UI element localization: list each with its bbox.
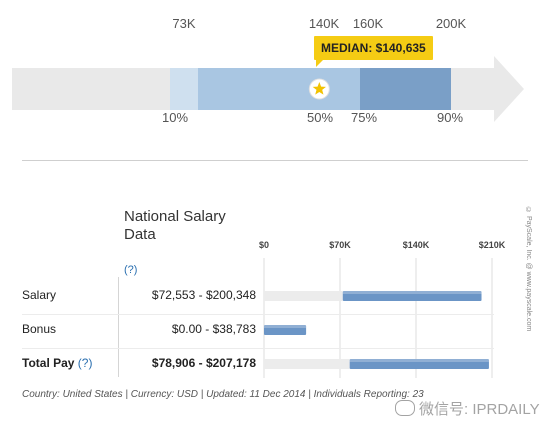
range-bar-total-pay <box>349 359 489 369</box>
row-help-link[interactable]: (?) <box>74 356 93 370</box>
range-track <box>264 359 350 369</box>
row-range-value: $72,553 - $200,348 <box>151 288 256 302</box>
wechat-icon <box>395 400 415 416</box>
row-separator <box>22 348 494 349</box>
star-icon <box>312 82 326 95</box>
top-tick-label: 73K <box>172 16 196 31</box>
column-separator <box>118 277 119 377</box>
bottom-tick-label: 90% <box>436 110 464 125</box>
row-separator <box>22 314 494 315</box>
watermark-text: 微信号: IPRDAILY <box>419 401 540 418</box>
row-range-value: $78,906 - $207,178 <box>151 356 256 370</box>
row-range-value: $0.00 - $38,783 <box>171 322 256 336</box>
row-label-text: Bonus <box>22 322 57 336</box>
band-p10-p25 <box>170 68 198 110</box>
band-p75-p90 <box>360 68 451 110</box>
axis-tick-label: $70K <box>329 240 351 250</box>
top-tick-label: 200K <box>435 16 467 31</box>
band-p25-p75 <box>198 68 360 110</box>
bottom-tick-label: 50% <box>306 110 334 125</box>
axis-tick-label: $210K <box>478 240 506 250</box>
percentile-chart <box>12 56 524 122</box>
top-tick-label: 160K <box>352 16 384 31</box>
range-bar-salary <box>342 291 482 301</box>
range-bar-highlight <box>264 325 307 328</box>
row-label-text: Salary <box>22 288 57 302</box>
top-tick-label: 140K <box>308 16 340 31</box>
percentile-scale: 73K 140K 160K 200K 10% 50% 75% 90% MEDIAN: $14… <box>0 0 550 140</box>
bottom-tick-label: 10% <box>161 110 189 125</box>
row-label: Total Pay (?) <box>22 356 92 370</box>
axis-tick-label: $0 <box>258 240 270 250</box>
copyright-notice: © PayScale, Inc. @ www.payscale.com <box>525 207 532 332</box>
range-bar-highlight <box>349 359 489 362</box>
bottom-tick-label: 75% <box>350 110 378 125</box>
range-bar-bonus <box>264 325 307 335</box>
median-badge: MEDIAN: $140,635 <box>314 36 433 67</box>
section-divider <box>22 160 528 161</box>
range-track <box>264 291 343 301</box>
watermark: 微信号: IPRDAILY <box>395 398 540 419</box>
axis-tick-label: $140K <box>402 240 430 250</box>
report-footer: Country: United States | Currency: USD |… <box>22 389 424 400</box>
title-help-link[interactable]: (?) <box>124 264 138 276</box>
table-title: National Salary Data <box>124 208 226 243</box>
range-bar-highlight <box>342 291 482 294</box>
row-label: Salary <box>22 288 56 302</box>
row-label: Bonus <box>22 322 56 336</box>
row-label-text: Total Pay <box>22 356 75 370</box>
